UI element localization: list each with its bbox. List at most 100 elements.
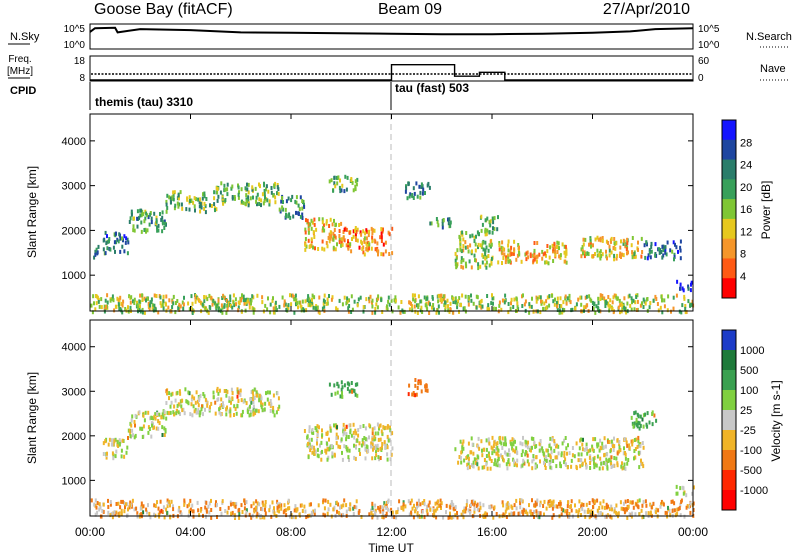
echo-cell bbox=[692, 501, 695, 506]
echo-cell bbox=[96, 501, 99, 505]
echo-cell bbox=[556, 504, 559, 509]
echo-cell bbox=[449, 308, 452, 312]
echo-cell bbox=[647, 253, 650, 258]
echo-cell bbox=[329, 236, 332, 241]
echo-cell bbox=[162, 306, 165, 311]
echo-cell bbox=[277, 504, 280, 509]
echo-cell bbox=[261, 515, 264, 520]
echo-cell bbox=[619, 302, 622, 307]
echo-cell bbox=[395, 510, 398, 515]
echo-cell bbox=[151, 306, 154, 311]
echo-cell bbox=[270, 190, 273, 195]
echo-cell bbox=[127, 305, 129, 310]
echo-cell bbox=[329, 230, 332, 235]
echo-cell bbox=[536, 498, 539, 503]
echo-cell bbox=[655, 297, 658, 301]
echo-region-2 bbox=[165, 386, 281, 418]
echo-cell bbox=[163, 226, 166, 230]
echo-cell bbox=[129, 503, 132, 508]
echo-cell bbox=[639, 444, 642, 449]
echo-cell bbox=[258, 197, 261, 202]
echo-cell bbox=[413, 304, 416, 309]
echo-cell bbox=[207, 310, 210, 315]
echo-cell bbox=[347, 242, 350, 247]
echo-cell bbox=[203, 295, 206, 299]
echo-cell bbox=[322, 498, 325, 503]
echo-cell bbox=[250, 400, 253, 405]
echo-cell bbox=[385, 511, 388, 516]
echo-cell bbox=[150, 216, 153, 221]
echo-cell bbox=[204, 306, 207, 311]
echo-cell bbox=[641, 503, 644, 508]
echo-cell bbox=[488, 307, 491, 312]
echo-cell bbox=[642, 445, 645, 450]
echo-cell bbox=[105, 455, 108, 460]
echo-cell bbox=[210, 401, 213, 406]
echo-cell bbox=[252, 307, 255, 312]
echo-cell bbox=[503, 513, 506, 518]
echo-cell bbox=[599, 501, 602, 506]
echo-cell bbox=[630, 243, 633, 248]
echo-cell bbox=[316, 430, 319, 435]
echo-cell bbox=[558, 308, 561, 313]
echo-cell bbox=[562, 508, 565, 513]
echo-cell bbox=[316, 305, 319, 310]
echo-cell bbox=[377, 448, 380, 452]
echo-cell bbox=[551, 293, 554, 298]
echo-cell bbox=[287, 506, 289, 511]
echo-cell bbox=[671, 499, 674, 504]
echo-cell bbox=[235, 302, 237, 307]
echo-cell bbox=[284, 207, 287, 212]
echo-cell bbox=[687, 299, 690, 304]
echo-cell bbox=[542, 252, 545, 257]
echo-region-6 bbox=[304, 217, 343, 252]
echo-cell bbox=[173, 206, 176, 211]
echo-cell bbox=[414, 393, 417, 398]
echo-cell bbox=[229, 298, 232, 302]
echo-cell bbox=[423, 295, 426, 300]
echo-cell bbox=[613, 507, 616, 512]
echo-cell bbox=[308, 444, 311, 449]
echo-cell bbox=[598, 466, 601, 471]
echo-cell bbox=[382, 242, 385, 247]
echo-cell bbox=[242, 294, 245, 299]
echo-cell bbox=[491, 296, 494, 301]
echo-cell bbox=[556, 240, 559, 245]
echo-cell bbox=[253, 509, 256, 514]
echo-cell bbox=[417, 294, 420, 299]
echo-cell bbox=[216, 502, 218, 507]
echo-cell bbox=[219, 507, 222, 511]
echo-region-10 bbox=[429, 217, 452, 230]
echo-cell bbox=[605, 505, 608, 510]
echo-cell bbox=[613, 456, 616, 460]
velocity-colorbar-swatch bbox=[722, 350, 736, 371]
echo-cell bbox=[597, 510, 600, 515]
echo-cell bbox=[580, 452, 583, 457]
echo-cell bbox=[535, 509, 538, 514]
echo-cell bbox=[687, 284, 690, 289]
echo-cell bbox=[118, 511, 121, 516]
echo-cell bbox=[350, 433, 353, 438]
echo-cell bbox=[405, 184, 407, 189]
echo-cell bbox=[513, 511, 516, 516]
echo-cell bbox=[377, 296, 380, 301]
echo-cell bbox=[593, 463, 596, 468]
echo-cell bbox=[336, 307, 339, 312]
echo-cell bbox=[178, 308, 181, 312]
echo-cell bbox=[564, 509, 567, 514]
echo-cell bbox=[411, 392, 414, 397]
echo-cell bbox=[624, 456, 627, 461]
echo-cell bbox=[264, 195, 266, 200]
echo-cell bbox=[498, 300, 501, 305]
echo-cell bbox=[105, 304, 108, 309]
echo-cell bbox=[253, 387, 256, 392]
echo-cell bbox=[364, 447, 367, 452]
echo-cell bbox=[458, 296, 461, 301]
echo-cell bbox=[160, 217, 163, 222]
echo-cell bbox=[343, 238, 346, 243]
echo-cell bbox=[347, 309, 350, 314]
echo-cell bbox=[163, 221, 166, 226]
echo-cell bbox=[516, 304, 519, 309]
echo-cell bbox=[284, 302, 287, 307]
